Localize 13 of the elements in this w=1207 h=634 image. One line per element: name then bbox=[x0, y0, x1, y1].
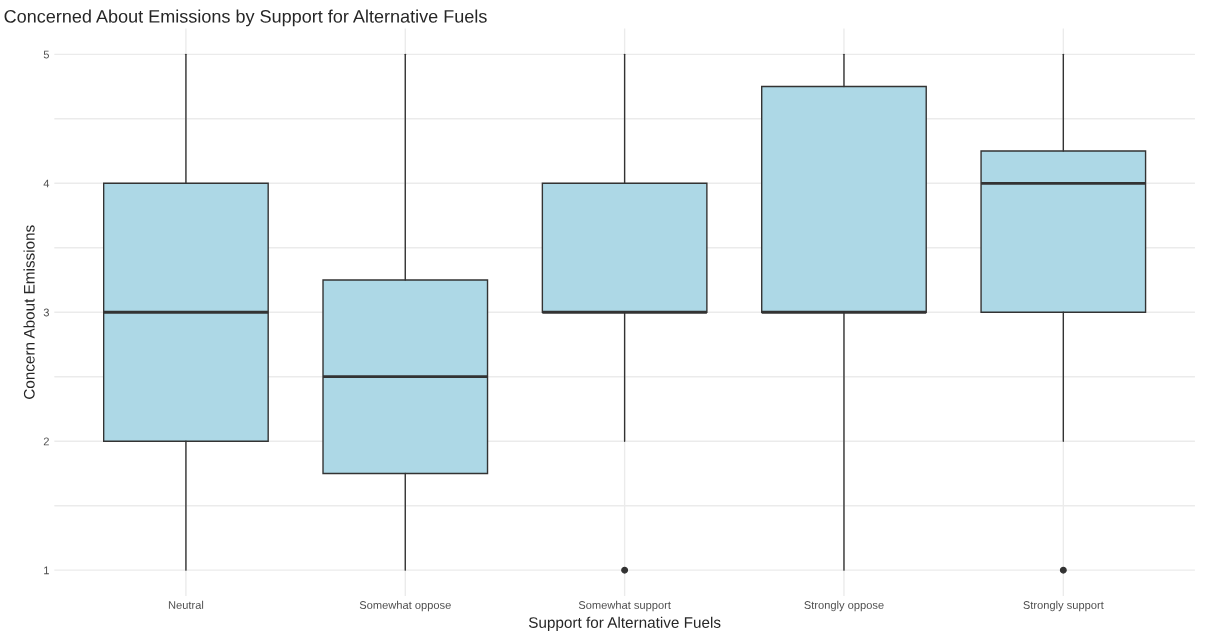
y-tick-label: 2 bbox=[43, 437, 49, 446]
y-tick-label: 3 bbox=[43, 308, 49, 317]
y-axis-title: Concern About Emissions bbox=[23, 225, 35, 399]
x-tick-label: Neutral bbox=[168, 600, 204, 609]
x-tick-label: Somewhat oppose bbox=[359, 600, 451, 612]
chart-title: Concerned About Emissions by Support for Alternative Fuels bbox=[4, 9, 487, 27]
x-axis-title: Support for Alternative Fuels bbox=[528, 616, 721, 631]
x-tick-label: Somewhat support bbox=[578, 600, 671, 612]
y-tick-label: 4 bbox=[43, 179, 50, 188]
y-tick-label: 1 bbox=[44, 566, 49, 575]
x-tick-label: Strongly support bbox=[1023, 600, 1104, 612]
y-tick-label: 5 bbox=[43, 50, 49, 59]
x-tick-label: Strongly oppose bbox=[804, 600, 884, 612]
